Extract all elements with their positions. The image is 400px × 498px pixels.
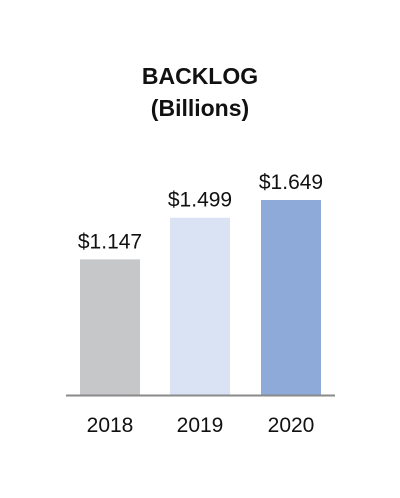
x-tick-label-2018: 2018	[87, 414, 134, 437]
data-label-2019: $1.499	[168, 189, 232, 212]
bars-layer	[80, 200, 321, 395]
x-tick-label-2020: 2020	[268, 414, 315, 437]
bar-2019	[170, 217, 230, 395]
bar-2018	[80, 259, 140, 395]
labels-layer: $1.147 2018 $1.499 2019 $1.649 2020	[78, 171, 323, 437]
chart-subtitle: (Billions)	[150, 95, 250, 121]
data-label-2020: $1.649	[259, 171, 323, 194]
x-tick-label-2019: 2019	[177, 414, 224, 437]
data-label-2018: $1.147	[78, 230, 142, 253]
bar-2020	[261, 200, 321, 395]
chart-title: BACKLOG	[141, 63, 259, 89]
